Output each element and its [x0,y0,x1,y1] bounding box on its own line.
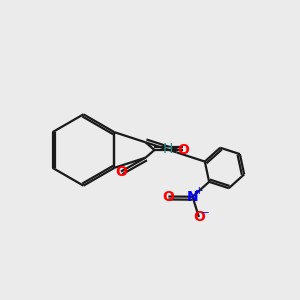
Text: −: − [201,208,210,218]
Text: H: H [163,142,173,157]
Text: +: + [195,186,203,196]
Text: O: O [162,190,174,203]
Text: O: O [193,210,205,224]
Text: N: N [187,190,198,204]
Text: O: O [115,165,127,178]
Text: O: O [177,143,189,157]
